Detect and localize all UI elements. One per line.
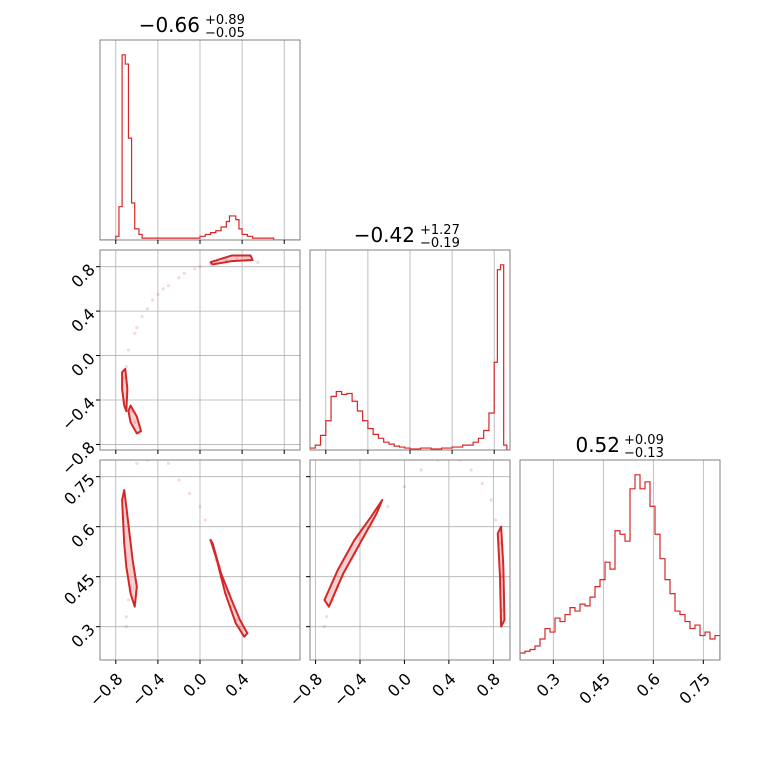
p0-vs-p2-sample-point xyxy=(177,478,181,482)
p0-marginal-histogram-step xyxy=(100,54,300,240)
p0-vs-p1-sample-point xyxy=(133,420,137,424)
p0-vs-p2-sample-point xyxy=(198,505,202,509)
p0-vs-p1-sample-point xyxy=(126,348,131,352)
p0-vs-p1-sample-point xyxy=(166,283,171,288)
tick-layer: 0.3 0.45 0.6 0.75−0.8−0.40.00.40.8−0.8 −0.4 0… xyxy=(58,240,714,710)
p1-vs-p2-contour-1 xyxy=(496,525,506,628)
p0-vs-p1-sample-point xyxy=(198,265,202,269)
p0-vs-p2-sample-point xyxy=(126,598,131,602)
p1-vs-p2-plot-area xyxy=(322,460,506,629)
p0-vs-p1-sample-point xyxy=(224,258,228,262)
p2-marginal-xtick-label: 0.75 xyxy=(675,669,714,708)
p2-title-minus: −0.13 xyxy=(624,446,664,461)
p2-marginal-xtick-label: 0.3 xyxy=(533,669,564,700)
p0-vs-p2-xtick-label: −0.8 xyxy=(86,669,127,710)
p0-vs-p1-contour-1 xyxy=(127,404,143,435)
p1-marginal-histogram-step xyxy=(310,264,510,450)
p0-vs-p2-sample-point xyxy=(166,461,171,465)
grid-layer xyxy=(100,40,704,660)
p1-vs-p2-sample-point xyxy=(386,505,390,509)
p0-vs-p1-ytick-label: 0.8 xyxy=(67,260,98,291)
p1-vs-p2-sample-point xyxy=(469,468,473,472)
p0-vs-p1-contour-2 xyxy=(209,254,254,266)
p1-marginal-plot-area xyxy=(310,264,510,450)
p1-vs-p2-sample-point xyxy=(493,518,498,522)
p0-vs-p2-sample-point xyxy=(235,618,239,622)
p0-vs-p1-sample-point xyxy=(133,331,137,335)
p1-vs-p2-sample-point xyxy=(322,625,327,629)
p0-vs-p2-ytick-label: 0.75 xyxy=(60,470,99,509)
p0-vs-p2-sample-point xyxy=(187,491,192,495)
p0-vs-p2-contour-1 xyxy=(209,539,249,638)
p0-vs-p1-sample-point xyxy=(156,292,160,297)
p0-vs-p1-sample-point xyxy=(235,257,239,261)
p2-marginal-xtick-label: 0.45 xyxy=(575,669,614,708)
p0-vs-p1-ytick-label: −0.8 xyxy=(58,438,99,479)
p0-vs-p1-contour-0 xyxy=(121,367,129,413)
p2-marginal-frame xyxy=(519,459,721,661)
p0-vs-p1-sample-point xyxy=(124,365,128,369)
p0-vs-p2-sample-point xyxy=(124,615,128,619)
p2-marginal-xtick-label: 0.6 xyxy=(633,669,664,700)
p0-vs-p1-ytick-label: −0.4 xyxy=(58,393,99,434)
p0-vs-p2-sample-point xyxy=(135,461,139,465)
p1-vs-p2-sample-point xyxy=(480,481,484,485)
p0-title-minus: −0.05 xyxy=(205,26,245,41)
p1-vs-p2-sample-point xyxy=(419,468,423,472)
p0-vs-p2-sample-point xyxy=(203,518,207,522)
p0-vs-p1-sample-point xyxy=(177,276,181,280)
p0-vs-p2-sample-point xyxy=(124,625,128,629)
p0-vs-p1-sample-point xyxy=(256,260,260,264)
p1-title-minus: −0.19 xyxy=(420,236,460,251)
p1-vs-p2-contour-0 xyxy=(323,499,384,608)
p0-vs-p1-sample-point xyxy=(145,307,149,311)
p1-vs-p2-frame xyxy=(309,459,511,661)
p1-title: −0.42 xyxy=(354,223,415,247)
p0-vs-p1-plot-area xyxy=(121,254,260,435)
p0-vs-p2-plot-area xyxy=(121,460,249,638)
p1-vs-p2-sample-point xyxy=(325,615,329,619)
p0-vs-p1-ytick-label: 0.4 xyxy=(67,304,98,335)
p1-vs-p2-sample-point xyxy=(402,485,407,489)
p1-vs-p2-xtick-label: 0.8 xyxy=(473,669,504,700)
data-layer xyxy=(100,54,720,660)
p0-vs-p1-sample-point xyxy=(140,315,144,319)
p2-marginal-plot-area xyxy=(520,474,720,660)
p2-title: 0.52 xyxy=(575,433,620,457)
p0-vs-p1-sample-point xyxy=(151,298,155,302)
p0-vs-p2-ytick-label: 0.6 xyxy=(67,520,98,551)
p0-vs-p2-ytick-label: 0.3 xyxy=(67,620,98,651)
p1-title-plus: +1.27 xyxy=(420,223,460,238)
p1-vs-p2-xtick-label: −0.8 xyxy=(285,669,326,710)
p1-vs-p2-xtick-label: 0.0 xyxy=(384,669,415,700)
p2-title-plus: +0.09 xyxy=(624,433,664,448)
p0-vs-p2-xtick-label: 0.0 xyxy=(179,669,210,700)
p0-vs-p2-contour-0 xyxy=(121,489,138,608)
p0-vs-p2-xtick-label: −0.4 xyxy=(128,669,169,710)
p1-vs-p2-xtick-label: −0.4 xyxy=(330,669,371,710)
p0-vs-p1-ytick-label: 0.0 xyxy=(67,349,98,380)
p1-vs-p2-xtick-label: 0.4 xyxy=(428,669,459,700)
p0-title-plus: +0.89 xyxy=(205,13,245,28)
p0-vs-p1-sample-point xyxy=(161,287,165,291)
p0-vs-p1-sample-point xyxy=(122,376,126,380)
p2-marginal-histogram-step xyxy=(520,474,720,660)
p0-vs-p1-sample-point xyxy=(135,326,139,330)
p0-vs-p2-xtick-label: 0.4 xyxy=(221,669,252,700)
p1-vs-p2-sample-point xyxy=(489,498,493,502)
p0-vs-p1-sample-point xyxy=(182,271,186,275)
p0-vs-p2-ytick-label: 0.45 xyxy=(60,570,99,609)
p0-marginal-plot-area xyxy=(100,54,300,240)
p0-title: −0.66 xyxy=(139,13,200,37)
p0-vs-p1-sample-point xyxy=(193,267,197,271)
